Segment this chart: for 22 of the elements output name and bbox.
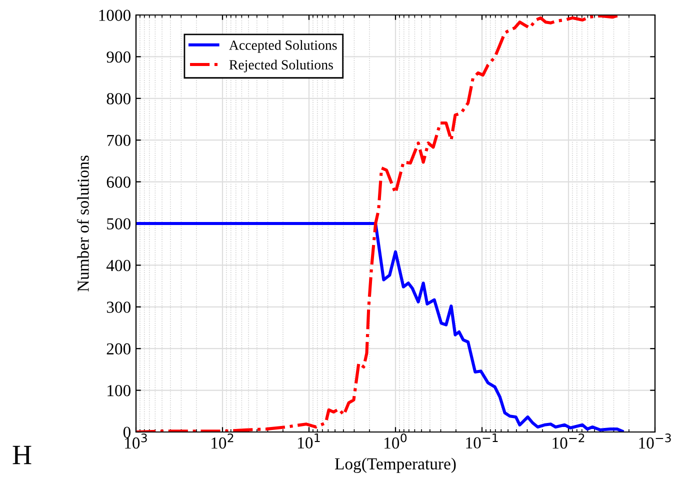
y-tick-label: 200 xyxy=(106,343,131,355)
x-tick-label: 10$^{−2}$ xyxy=(552,433,584,449)
legend-label: Rejected Solutions xyxy=(229,60,333,72)
y-tick-label: 600 xyxy=(106,176,131,188)
y-tick-label: 800 xyxy=(106,93,131,104)
x-tick-label: 10$^{−3}$ xyxy=(639,433,671,449)
y-tick-label: 900 xyxy=(106,51,131,63)
x-tick-label: 10$^{−1}$ xyxy=(466,433,498,449)
y-tick-label: 0 xyxy=(123,426,131,438)
text: H xyxy=(12,446,32,464)
y-axis-title: Number of solutions xyxy=(76,156,89,292)
y-tick-label: 700 xyxy=(107,134,131,146)
y-tick-label: 300 xyxy=(106,302,131,313)
y-tick-label: 400 xyxy=(106,260,131,272)
x-tick-label: 10$^{2}$ xyxy=(212,433,234,449)
y-tick-label: 100 xyxy=(108,385,131,396)
legend-label: Accepted Solutions xyxy=(229,40,337,53)
x-tick-label: 10$^{0}$ xyxy=(384,433,407,449)
x-axis-title: Log(Temperature) xyxy=(335,458,456,473)
x-tick-label: 10$^{1}$ xyxy=(298,433,320,449)
y-tick-label: 500 xyxy=(107,218,131,230)
y-tick-label: 1000 xyxy=(99,10,131,21)
